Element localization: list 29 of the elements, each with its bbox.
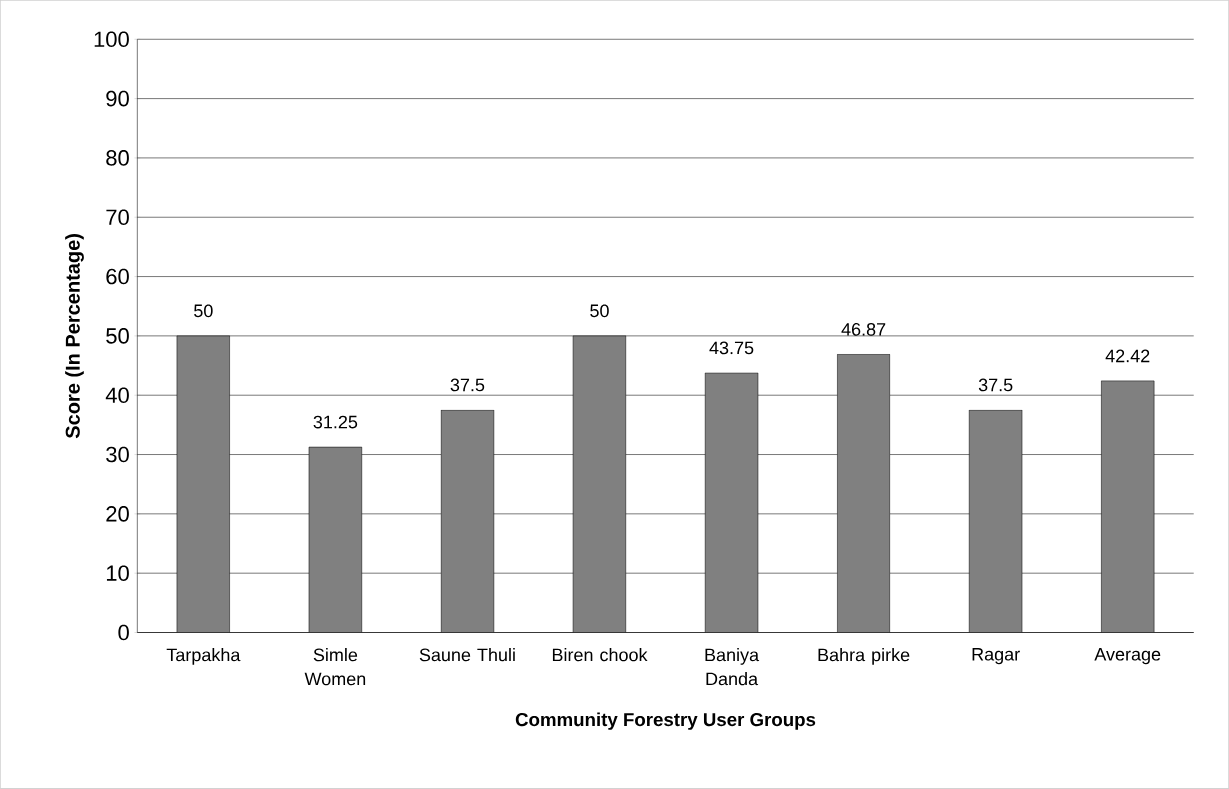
data-label: 43.75 <box>709 341 754 355</box>
x-axis-title: Community Forestry User Groups <box>515 712 816 730</box>
y-tick-label: 40 <box>105 387 129 404</box>
data-label: 37.5 <box>450 378 485 392</box>
y-tick-label: 70 <box>106 209 129 226</box>
data-label: 50 <box>590 304 609 318</box>
y-tick-label: 80 <box>106 150 129 166</box>
data-label: 50 <box>194 304 213 318</box>
y-axis-title: Score (In Percentage) <box>65 234 84 439</box>
y-tick-label: 0 <box>118 624 129 641</box>
data-label: 37.5 <box>978 378 1013 392</box>
x-tick-label: Ragar <box>972 648 1020 665</box>
y-tick-label: 100 <box>94 31 129 48</box>
x-tick-label: Average <box>1094 648 1161 665</box>
y-tick-label: 30 <box>106 446 129 463</box>
x-tick-label: Simle Women <box>304 648 366 686</box>
x-tick-label: Saune Thuli <box>419 648 515 662</box>
y-tick-label: 50 <box>106 328 129 344</box>
x-tick-label: Tarpakha <box>166 648 241 665</box>
x-tick-label: Baniya Danda <box>705 648 760 686</box>
data-label: 46.87 <box>841 323 886 336</box>
y-tick-label: 90 <box>106 90 129 107</box>
data-label: 31.25 <box>313 415 358 429</box>
x-tick-label: Biren chook <box>552 648 648 662</box>
x-tick-label: Bahra pirke <box>818 648 910 665</box>
y-tick-label: 20 <box>106 506 129 522</box>
data-label: 42.42 <box>1105 349 1150 363</box>
y-tick-label: 60 <box>106 268 129 285</box>
y-tick-label: 10 <box>106 565 129 582</box>
